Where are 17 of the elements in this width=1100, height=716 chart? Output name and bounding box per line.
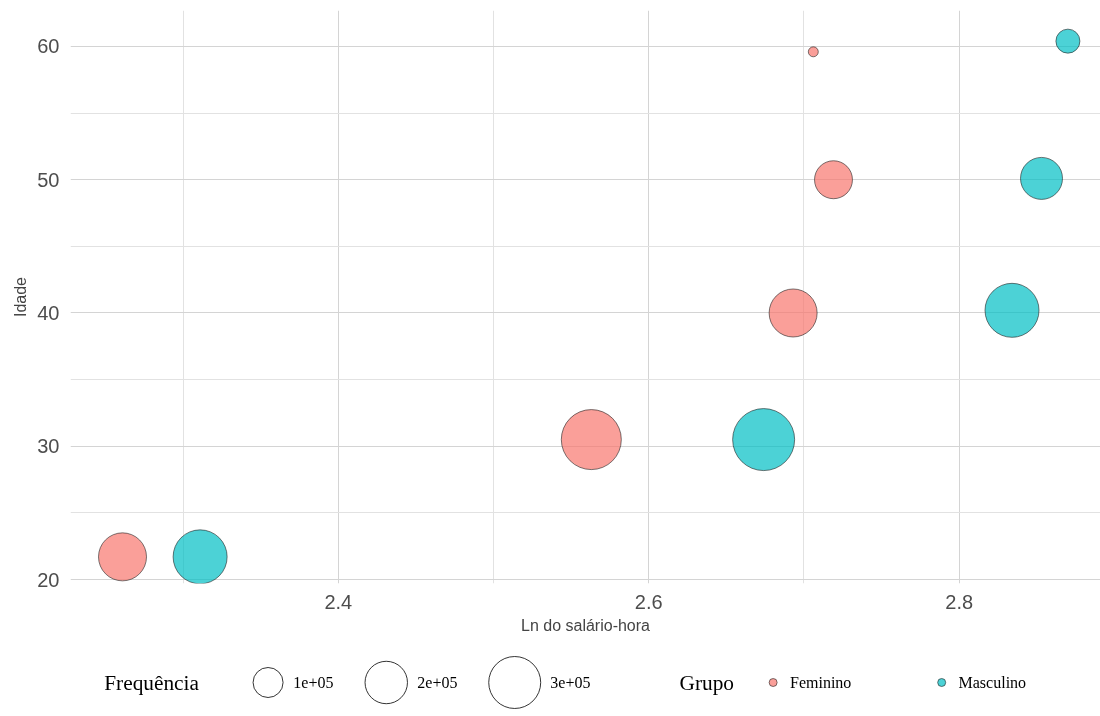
y-tick-label: 40 bbox=[37, 301, 60, 324]
x-tick-label: 2.8 bbox=[945, 590, 974, 613]
legend-label: 1e+05 bbox=[293, 674, 334, 691]
legend-label: Feminino bbox=[789, 674, 852, 691]
x-tick-label: 2.4 bbox=[324, 590, 353, 613]
text: Frequência bbox=[104, 670, 200, 695]
y-tick-label: 20 bbox=[37, 568, 60, 591]
y-tick-label: 60 bbox=[37, 35, 60, 58]
legend-title: Grupo bbox=[679, 670, 734, 695]
y-tick-label: 50 bbox=[37, 168, 60, 191]
legend-label: 3e+05 bbox=[550, 674, 591, 691]
y-tick-label: 30 bbox=[37, 435, 60, 458]
legend-label: 2e+05 bbox=[417, 674, 458, 691]
y-axis-title: Idade bbox=[12, 276, 30, 318]
legend-label: Masculino bbox=[958, 674, 1027, 691]
x-tick-label: 2.6 bbox=[634, 590, 663, 613]
x-axis-title: Ln do salário-hora bbox=[521, 616, 651, 634]
